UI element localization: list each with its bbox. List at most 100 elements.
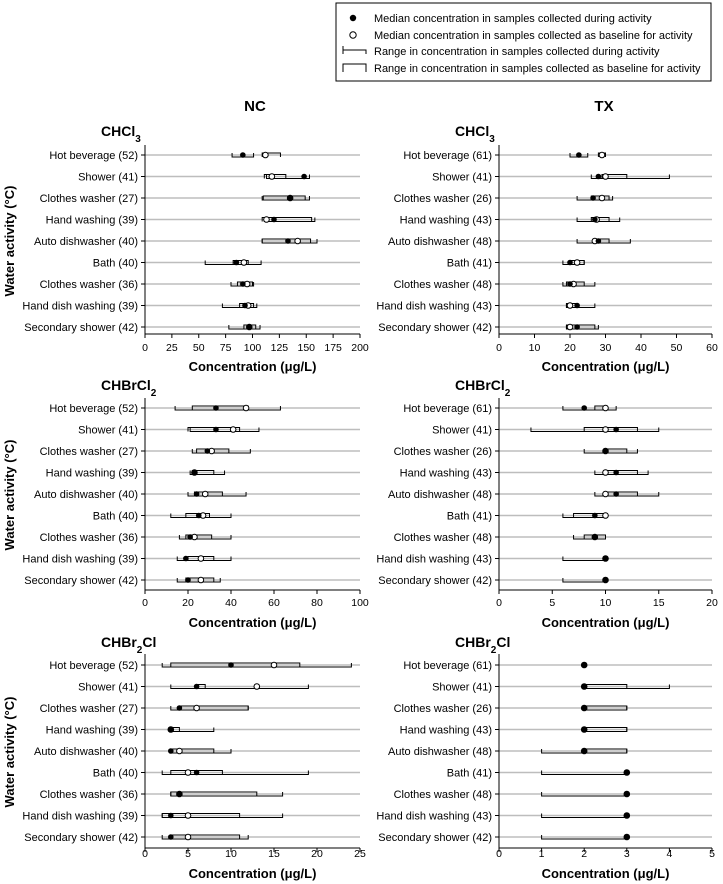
y-axis-label-row-2: Water activity (°C) — [2, 440, 17, 551]
category-label: Hand dish washing (43) — [376, 301, 492, 313]
category-label: Secondary shower (42) — [378, 832, 492, 844]
category-label: Hot beverage (52) — [49, 403, 138, 415]
x-tick-label: 15 — [653, 597, 665, 609]
activity-median-point — [576, 152, 582, 158]
category-label: Hand washing (39) — [46, 468, 138, 480]
category-label: Hand washing (39) — [46, 725, 138, 737]
baseline-range — [263, 174, 287, 179]
baseline-median-point — [602, 490, 609, 498]
activity-median-point — [613, 426, 619, 433]
baseline-median-point — [598, 194, 606, 202]
activity-median-point — [176, 791, 183, 797]
x-tick-label: 60 — [706, 342, 718, 354]
panel-title: CHBr2Cl — [455, 634, 510, 656]
category-label: Bath (40) — [93, 511, 138, 523]
x-tick-label: 175 — [324, 342, 342, 354]
activity-median-point — [574, 302, 580, 309]
category-label: Auto dishwasher (48) — [388, 236, 492, 248]
category-label: Hot beverage (61) — [403, 660, 492, 672]
panel-title-subscript: 2 — [491, 645, 497, 656]
panel-title: CHCl3 — [101, 123, 141, 145]
x-tick-label: 40 — [225, 597, 237, 609]
category-label: Auto dishwasher (40) — [34, 236, 138, 248]
x-tick-label: 2 — [581, 848, 587, 860]
activity-median-point — [602, 577, 609, 583]
x-axis-label: Concentration (μg/L) — [189, 359, 317, 374]
activity-median-point — [624, 812, 630, 819]
activity-median-point — [191, 469, 198, 476]
x-axis-label: Concentration (μg/L) — [542, 866, 670, 881]
baseline-median-point — [566, 323, 574, 331]
panel-title-subscript: 3 — [135, 134, 141, 145]
category-label: Shower (41) — [432, 682, 492, 694]
legend-box — [335, 2, 712, 82]
baseline-median-point — [602, 173, 609, 180]
category-label: Shower (41) — [432, 172, 492, 184]
activity-range — [565, 303, 596, 308]
activity-median-point — [168, 748, 174, 754]
panel-title-subscript: 2 — [151, 388, 157, 399]
x-tick-label: 10 — [225, 848, 237, 860]
panel-title-base: CHCl — [455, 123, 489, 139]
x-tick-label: 150 — [297, 342, 315, 354]
legend-baseline-median-marker — [349, 31, 357, 39]
category-label: Secondary shower (42) — [24, 322, 138, 334]
activity-median-point — [187, 534, 193, 540]
activity-median-point — [168, 834, 174, 840]
baseline-median-point — [240, 259, 248, 266]
activity-range — [562, 406, 617, 411]
activity-median-point — [240, 152, 246, 158]
x-tick-label: 20 — [311, 848, 323, 860]
activity-median-point — [602, 555, 609, 562]
category-label: Clothes washer (48) — [394, 789, 492, 801]
activity-range — [530, 427, 660, 432]
x-tick-label: 0 — [142, 597, 148, 609]
activity-range — [178, 535, 232, 540]
activity-median-point — [592, 512, 598, 519]
activity-range — [590, 174, 670, 179]
category-label: Clothes washer (27) — [40, 703, 138, 715]
activity-range — [562, 282, 596, 287]
category-label: Bath (41) — [447, 511, 492, 523]
activity-median-point — [624, 834, 630, 840]
activity-median-point — [574, 324, 580, 330]
category-label: Hand washing (39) — [46, 215, 138, 227]
legend-item-baseline-range: Range in concentration in samples collec… — [374, 63, 701, 75]
x-tick-label: 10 — [529, 342, 541, 354]
activity-median-point — [228, 662, 234, 668]
category-label: Shower (41) — [432, 425, 492, 437]
activity-median-point — [581, 662, 587, 668]
legend-activity-range-marker — [342, 46, 367, 54]
baseline-range — [583, 427, 638, 432]
x-tick-label: 0 — [496, 597, 502, 609]
activity-range — [176, 556, 232, 561]
category-label: Secondary shower (42) — [378, 575, 492, 587]
baseline-range — [232, 260, 249, 265]
activity-range — [170, 706, 249, 711]
category-label: Clothes washer (36) — [40, 279, 138, 291]
baseline-median-point — [262, 151, 269, 159]
activity-range — [174, 406, 281, 411]
category-label: Secondary shower (42) — [378, 322, 492, 334]
panel-title-subscript: 2 — [505, 388, 511, 399]
legend-activity-median-marker — [349, 14, 357, 22]
x-tick-label: 60 — [268, 597, 280, 609]
activity-range — [594, 470, 649, 475]
x-tick-label: 5 — [185, 848, 191, 860]
category-label: Shower (41) — [78, 682, 138, 694]
panel-title-base: CHBr — [455, 634, 491, 650]
activity-range — [161, 770, 309, 775]
category-label: Clothes washer (27) — [40, 193, 138, 205]
activity-median-point — [595, 238, 602, 244]
category-label: Hand dish washing (43) — [376, 811, 492, 823]
activity-median-point — [185, 577, 191, 583]
baseline-median-point — [184, 769, 192, 776]
activity-range — [161, 813, 284, 818]
x-tick-label: 25 — [354, 848, 366, 860]
panel-title-base: CHBrCl — [455, 377, 505, 393]
category-label: Hot beverage (52) — [49, 150, 138, 162]
x-tick-label: 0 — [496, 342, 502, 354]
panel-title: CHBrCl2 — [101, 377, 157, 399]
